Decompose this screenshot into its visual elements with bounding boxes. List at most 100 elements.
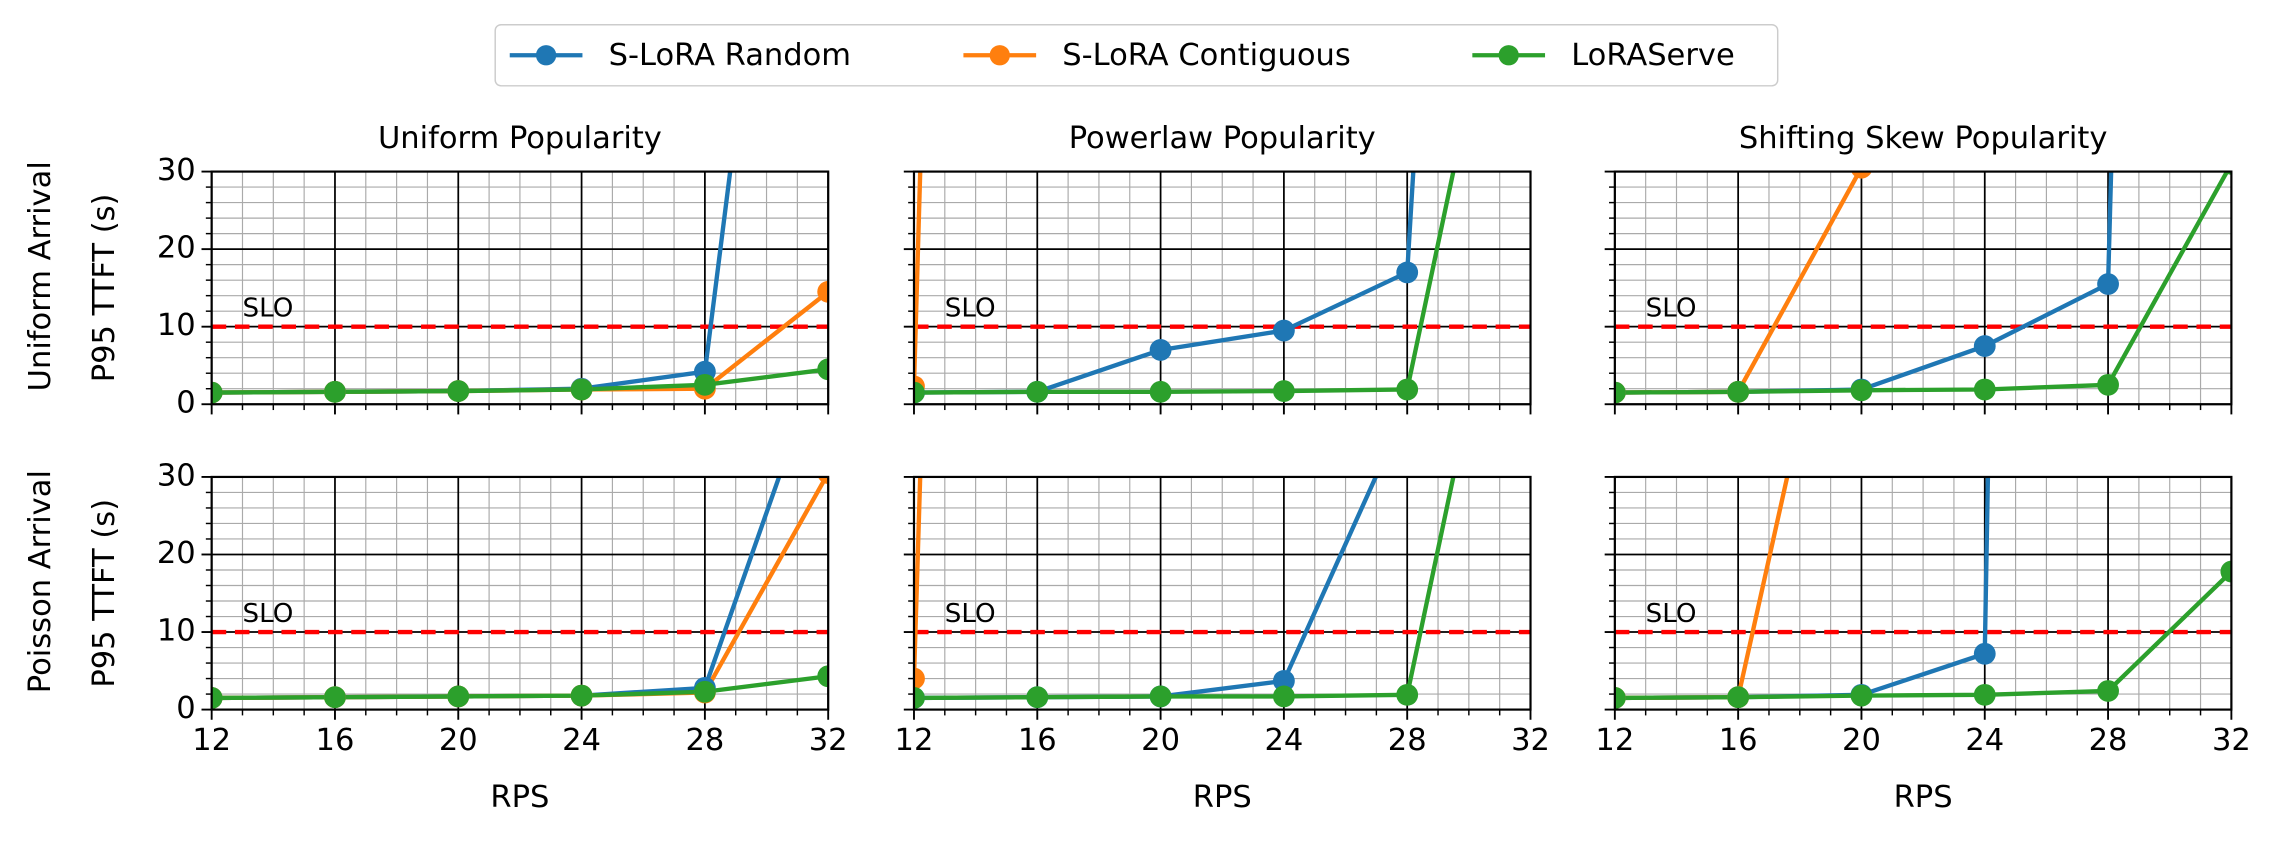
x-axis-label: RPS (1193, 780, 1252, 815)
x-tick-label: 32 (1511, 723, 1550, 758)
slo-label: SLO (945, 294, 996, 324)
x-tick-label: 20 (1842, 723, 1881, 758)
series-marker (817, 358, 829, 381)
x-tick-label: 32 (2212, 723, 2251, 758)
series-marker (1026, 686, 1049, 709)
series-line (211, 674, 829, 701)
series-marker (1727, 686, 1750, 709)
series-marker (447, 685, 470, 708)
legend-box (494, 23, 1779, 87)
row-label: Poisson Arrival (23, 470, 58, 693)
plot-area (211, 476, 829, 709)
series-marker (693, 680, 716, 703)
y-axis-label: P95 TTFT (s) (87, 194, 122, 383)
x-axis-label: RPS (490, 780, 549, 815)
series-marker (1973, 642, 1996, 665)
subplot: SLO Shifting Skew Popularity (1604, 121, 2233, 415)
series-marker (1520, 102, 1542, 124)
series-marker (1973, 378, 1996, 401)
series-marker (1973, 683, 1996, 706)
axes-frame (912, 475, 1532, 711)
axes-frame (1613, 475, 2233, 711)
x-tick-label: 28 (1388, 723, 1427, 758)
legend-label: S-LoRA Contiguous (1062, 38, 1350, 73)
series-marker (1850, 379, 1873, 402)
subplot: 12 16 20 24 28 32 0 10 20 30 SLO RPS P95 TTFT (s) Poi… (23, 458, 848, 815)
subplot: 12 16 20 24 28 32 SLO RPS (1595, 475, 2251, 815)
x-tick-label: 20 (1141, 723, 1180, 758)
series-marker (211, 687, 223, 709)
x-tick-label: 32 (809, 723, 848, 758)
subplot: 0 10 20 30 SLO Uniform Popularity P95 TTFT (s)… (23, 121, 830, 421)
series-marker (447, 380, 470, 402)
y-tick-label: 10 (157, 614, 196, 649)
y-tick-label: 0 (176, 691, 195, 726)
slo-label: SLO (1646, 599, 1697, 629)
series-marker (1149, 380, 1172, 403)
series-marker (2097, 273, 2119, 295)
series-marker (817, 665, 829, 688)
series-marker (1727, 380, 1750, 403)
series-line (1614, 171, 2230, 395)
series-marker (1614, 687, 1626, 709)
series-marker (693, 373, 716, 396)
series-marker (1614, 381, 1626, 404)
series-marker (2097, 680, 2119, 702)
series-marker (1026, 380, 1049, 403)
subplot-title: Powerlaw Popularity (1069, 121, 1376, 156)
slo-label: SLO (242, 599, 293, 629)
series-marker (913, 687, 925, 709)
series-line (1614, 569, 2232, 701)
series-marker (2220, 560, 2232, 583)
row-label: Uniform Arrival (23, 161, 58, 391)
x-axis-label: RPS (1894, 780, 1953, 815)
legend-label: S-LoRA Random (609, 38, 851, 73)
series-marker (817, 280, 829, 303)
plot-area (913, 171, 1456, 404)
slo-label: SLO (242, 294, 293, 324)
x-tick-label: 28 (685, 723, 724, 758)
series-marker (211, 381, 223, 404)
y-tick-label: 20 (157, 231, 196, 266)
series-marker (817, 476, 829, 484)
subplot: SLO Powerlaw Popularity (903, 121, 1532, 415)
series-marker (1272, 685, 1295, 708)
x-tick-label: 16 (316, 723, 355, 758)
series-marker (1272, 380, 1295, 402)
series-line (913, 476, 1456, 701)
legend-marker (535, 45, 557, 66)
series-marker (324, 380, 346, 403)
axes-frame (210, 170, 830, 406)
x-tick-label: 20 (439, 723, 478, 758)
plot-area (913, 102, 1542, 709)
series-marker (324, 686, 346, 709)
x-tick-label: 16 (1719, 723, 1758, 758)
series-marker (1149, 685, 1172, 708)
x-tick-label: 12 (895, 723, 934, 758)
x-tick-label: 24 (1965, 723, 2004, 758)
legend-marker (1498, 45, 1519, 66)
plot-area (1614, 476, 2232, 709)
legend-label: LoRAServe (1571, 38, 1735, 73)
series-marker (570, 684, 593, 707)
y-axis-label: P95 TTFT (s) (87, 499, 122, 688)
x-tick-label: 28 (2089, 723, 2128, 758)
series-marker (1272, 319, 1295, 342)
series-marker (1973, 335, 1996, 357)
axes-frame (210, 475, 830, 711)
series-line (913, 171, 1456, 395)
y-tick-label: 10 (157, 308, 196, 343)
slo-label: SLO (945, 599, 996, 629)
series-marker (913, 381, 925, 404)
series-marker (2097, 373, 2119, 396)
x-tick-label: 12 (192, 723, 231, 758)
series-marker (1851, 171, 1872, 179)
y-tick-label: 20 (157, 536, 196, 571)
subplot: 12 16 20 24 28 32 SLO RPS (895, 102, 1550, 815)
axes-frame (912, 170, 1532, 406)
y-tick-label: 30 (157, 153, 196, 188)
x-tick-label: 16 (1018, 723, 1057, 758)
y-tick-label: 0 (176, 386, 195, 421)
y-tick-label: 30 (157, 458, 196, 493)
